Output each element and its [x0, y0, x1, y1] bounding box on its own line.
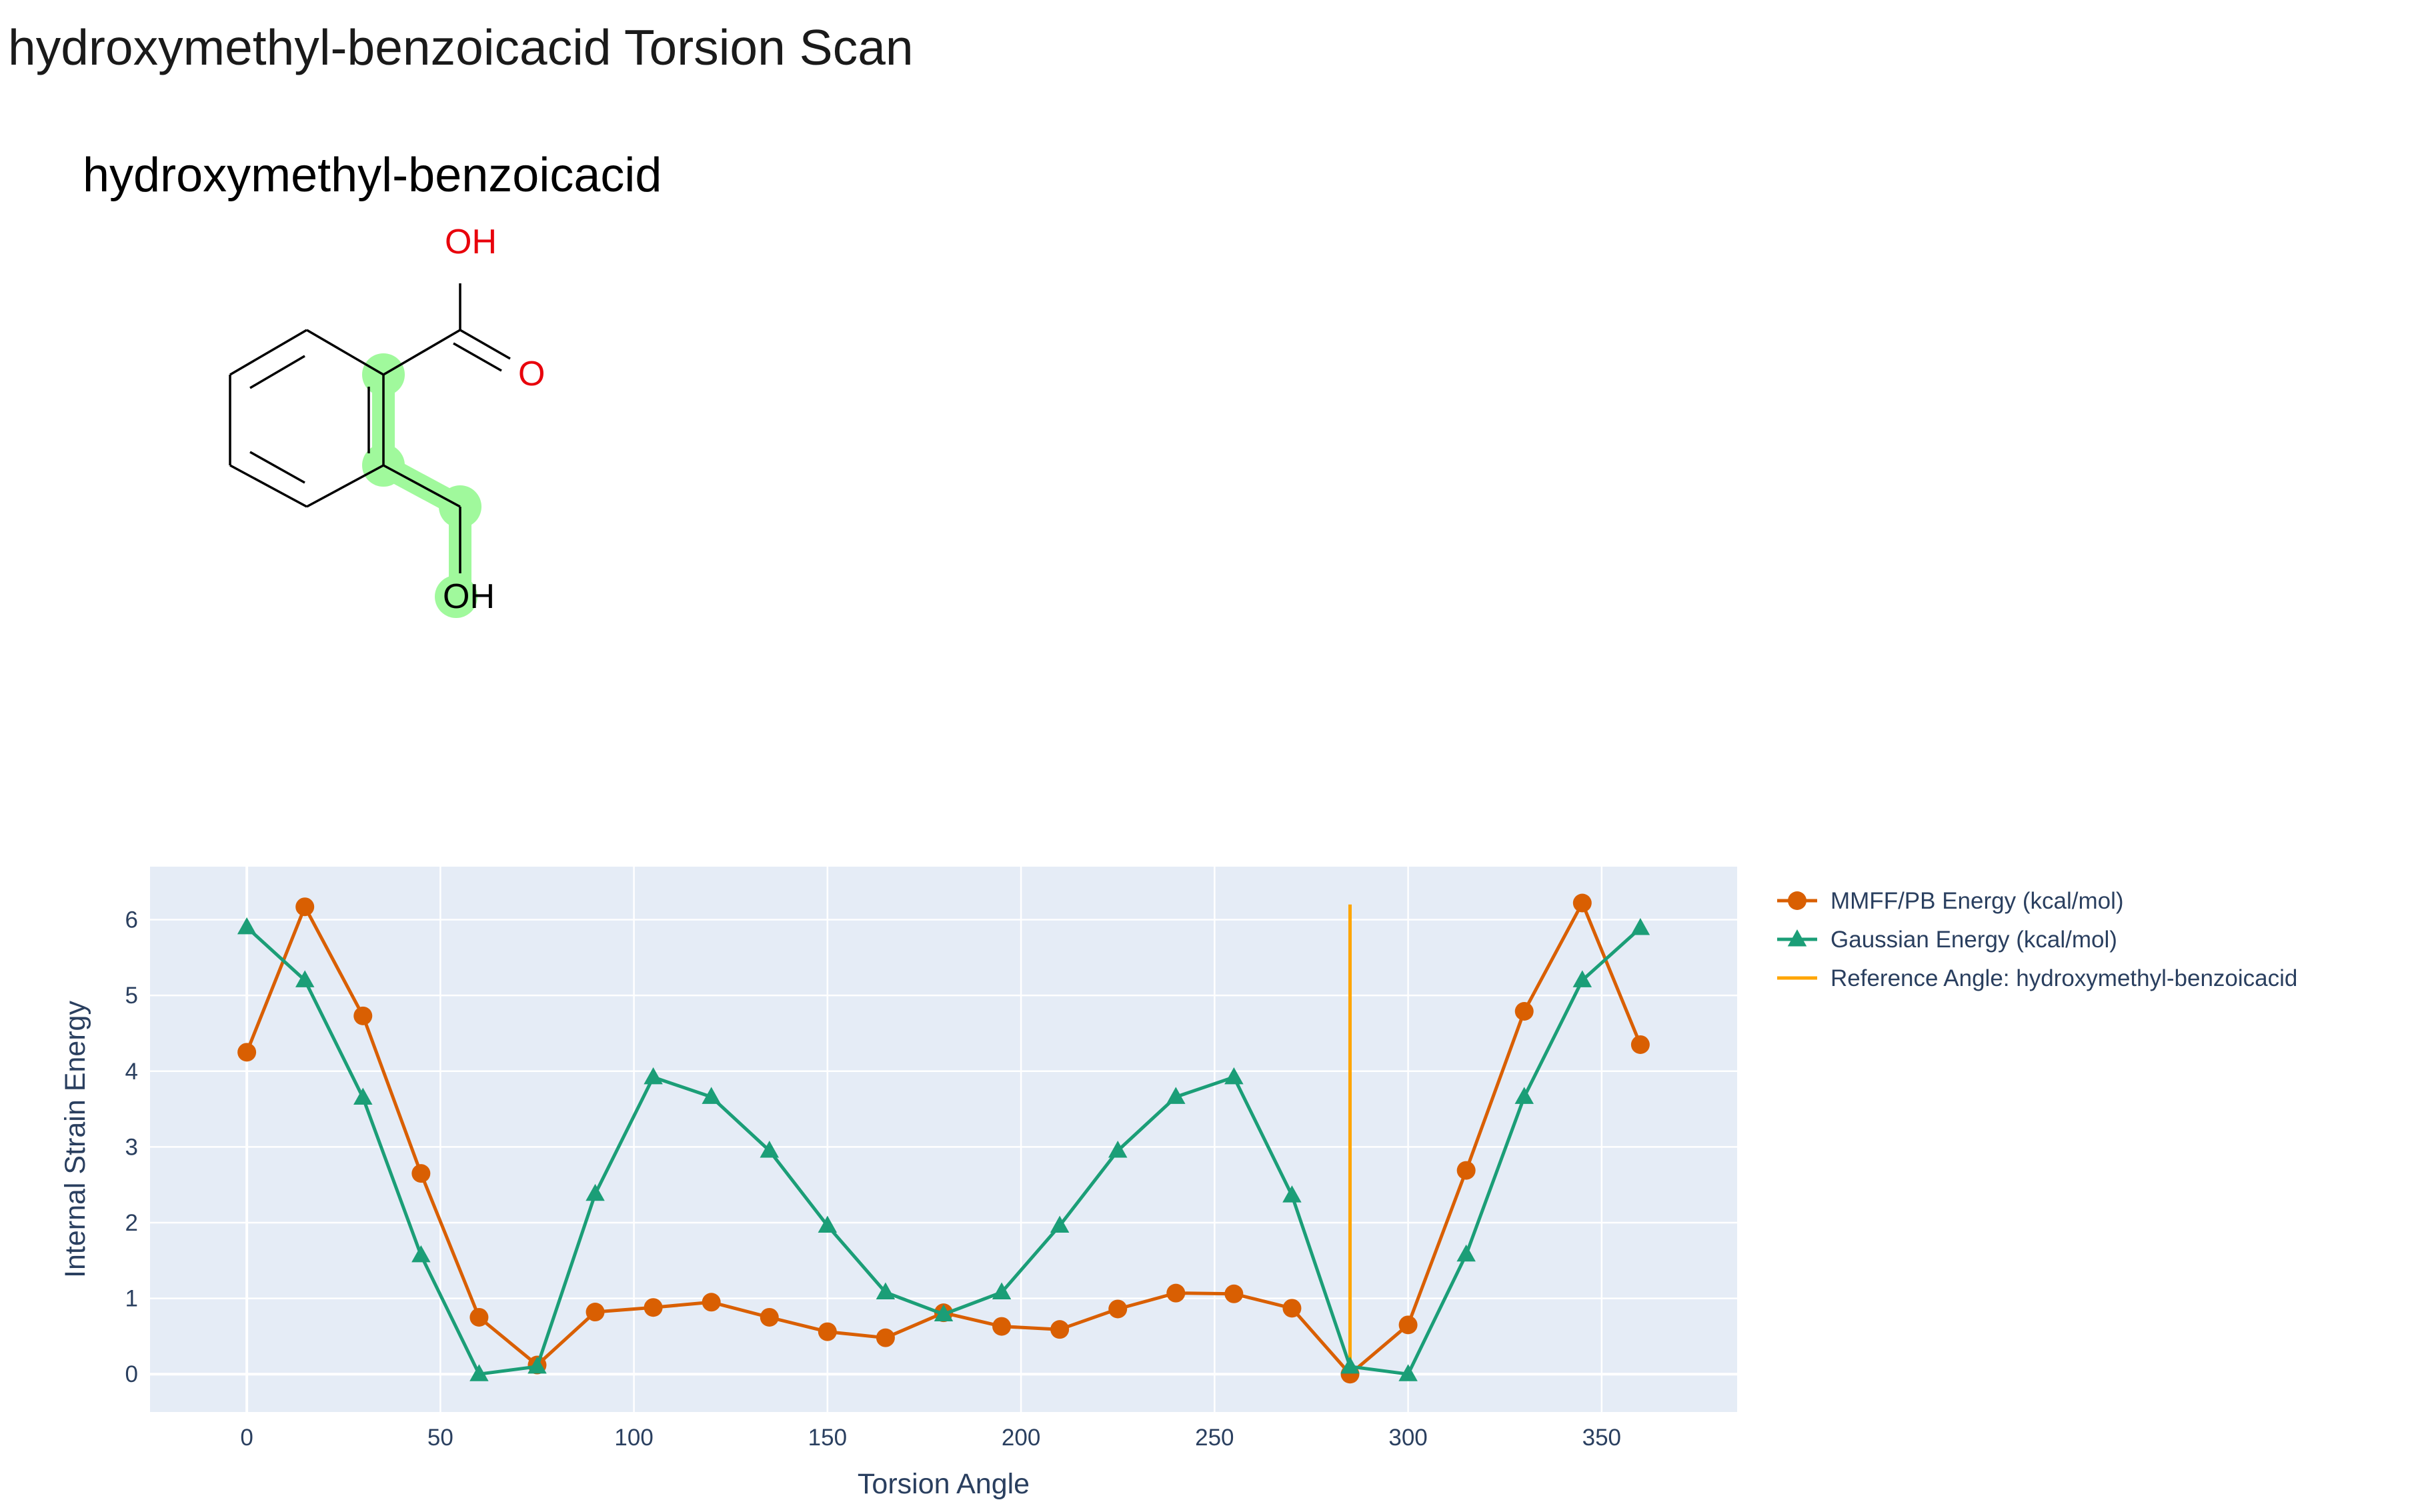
data-point: [585, 1183, 605, 1201]
benzene-ring: [229, 329, 385, 508]
legend-marker: [1788, 891, 1806, 910]
data-point: [527, 1356, 547, 1374]
grid-layer: [150, 867, 1737, 1412]
series-layer: [237, 893, 1650, 1384]
data-point: [1282, 1299, 1302, 1318]
data-point: [1050, 1215, 1070, 1233]
y-tick-label: 4: [125, 1059, 138, 1085]
x-axis-title: Torsion Angle: [858, 1468, 1030, 1500]
data-point: [469, 1364, 489, 1381]
y-tick-label: 2: [125, 1210, 138, 1236]
data-point: [237, 1043, 257, 1062]
y-axis-title: Internal Strain Energy: [59, 1001, 91, 1278]
data-point: [702, 1293, 721, 1312]
data-point: [644, 1067, 663, 1085]
y-tick-label: 6: [125, 907, 138, 933]
x-tick-label: 350: [1582, 1425, 1621, 1451]
data-point: [992, 1282, 1012, 1299]
data-point: [1630, 1035, 1650, 1054]
legend-item-1[interactable]: Gaussian Energy (kcal/mol): [1777, 927, 2117, 953]
legend-label: Reference Angle: hydroxymethyl-benzoicac…: [1831, 965, 2297, 991]
data-point: [1572, 893, 1592, 913]
legend-item-2[interactable]: Reference Angle: hydroxymethyl-benzoicac…: [1777, 965, 2297, 991]
data-point: [1224, 1067, 1244, 1085]
legend-marker: [1787, 929, 1807, 947]
data-point: [644, 1298, 663, 1317]
data-point: [1224, 1284, 1244, 1303]
x-tick-label: 200: [1002, 1425, 1040, 1451]
series-1: [237, 917, 1650, 1381]
legend-label: Gaussian Energy (kcal/mol): [1831, 927, 2117, 953]
data-point: [1456, 1161, 1476, 1180]
x-tick-label: 300: [1388, 1425, 1427, 1451]
hydroxymethyl-group: [383, 464, 461, 573]
data-point: [818, 1215, 838, 1233]
legend-item-0[interactable]: MMFF/PB Energy (kcal/mol): [1777, 888, 2124, 914]
data-point: [1456, 1244, 1476, 1262]
data-point: [353, 1087, 373, 1105]
data-point: [760, 1307, 779, 1327]
x-tick-label: 250: [1195, 1425, 1234, 1451]
y-tick-label: 1: [125, 1286, 138, 1312]
data-point: [295, 970, 315, 987]
x-tick-label: 50: [427, 1425, 453, 1451]
legend[interactable]: MMFF/PB Energy (kcal/mol) Gaussian Energy…: [1777, 888, 2297, 991]
data-point: [237, 917, 257, 935]
data-point: [876, 1282, 896, 1299]
data-point: [353, 1006, 373, 1025]
data-point: [1340, 1356, 1360, 1374]
data-point: [1514, 1087, 1534, 1104]
data-point: [411, 1164, 431, 1183]
acid-oh-label: OH: [445, 223, 497, 261]
data-point: [934, 1304, 954, 1321]
data-point: [1514, 1001, 1534, 1021]
page-title: hydroxymethyl-benzoicacid Torsion Scan: [8, 19, 914, 75]
data-point: [295, 897, 315, 917]
data-point: [1108, 1299, 1128, 1319]
data-point: [1398, 1315, 1418, 1335]
x-tick-label: 150: [808, 1425, 847, 1451]
alcohol-oh-label: OH: [443, 577, 495, 616]
tick-layer: 0 50 100 150 200 250 300 350 0 1 2 3 4 5 6: [125, 907, 1622, 1451]
data-point: [1166, 1283, 1186, 1303]
data-point: [702, 1087, 721, 1104]
y-tick-label: 3: [125, 1134, 138, 1160]
data-point: [469, 1307, 489, 1327]
carboxylic-acid-group: [383, 283, 511, 376]
x-tick-label: 100: [614, 1425, 653, 1451]
data-point: [1398, 1364, 1418, 1381]
data-point: [992, 1317, 1012, 1336]
data-point: [1282, 1185, 1302, 1203]
data-point: [1572, 970, 1592, 987]
molecule-title: hydroxymethyl-benzoicacid: [83, 149, 662, 202]
data-point: [760, 1141, 780, 1158]
data-point: [1108, 1141, 1128, 1158]
y-tick-label: 5: [125, 983, 138, 1009]
plot-area: [150, 867, 1737, 1412]
legend-label: MMFF/PB Energy (kcal/mol): [1831, 888, 2124, 914]
molecule-structure: OH O OH: [229, 223, 545, 618]
data-point: [411, 1245, 431, 1263]
data-point: [1630, 918, 1650, 935]
data-point: [818, 1322, 837, 1341]
x-tick-label: 0: [240, 1425, 253, 1451]
data-point: [876, 1328, 895, 1347]
data-point: [585, 1303, 605, 1322]
carbonyl-o-label: O: [518, 355, 545, 393]
data-point: [1050, 1320, 1070, 1339]
y-tick-label: 0: [125, 1361, 138, 1387]
data-point: [1166, 1087, 1186, 1104]
